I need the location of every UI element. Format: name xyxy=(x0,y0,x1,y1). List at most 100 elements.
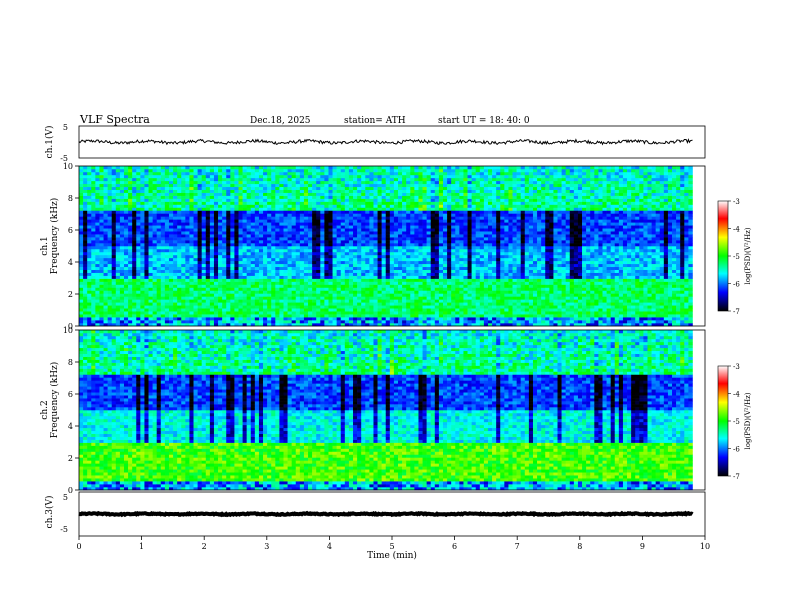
spectrogram-cell xyxy=(443,311,448,315)
spectrogram-cell xyxy=(365,171,370,176)
spectrogram-cell xyxy=(152,278,158,282)
spectrogram-cell xyxy=(250,210,256,214)
spectrogram-cell xyxy=(402,231,407,235)
spectrogram-cell xyxy=(242,186,247,190)
spectrogram-cell xyxy=(91,219,96,223)
spectrogram-cell xyxy=(111,243,117,247)
spectrogram-cell xyxy=(348,240,354,244)
spectrogram-cell xyxy=(373,275,378,279)
spectrogram-cell xyxy=(132,168,137,173)
spectrogram-cell xyxy=(238,183,243,188)
spectrogram-cell xyxy=(222,266,227,270)
spectrogram-cell xyxy=(283,248,288,253)
spectrogram-cell xyxy=(422,168,427,173)
spectrogram-cell xyxy=(99,189,104,193)
spectrogram-cell xyxy=(438,272,444,276)
spectrogram-cell xyxy=(144,201,149,205)
spectrogram-cell xyxy=(144,177,149,182)
spectrogram-cell xyxy=(402,207,407,211)
spectrogram-cell xyxy=(258,207,264,211)
spectrogram-cell xyxy=(357,275,362,279)
spectrogram-cell xyxy=(213,257,219,262)
spectrogram-cell xyxy=(218,311,223,315)
spectrogram-cell xyxy=(79,189,84,193)
spectrogram-cell xyxy=(136,284,141,288)
spectrogram-cell xyxy=(87,251,92,256)
spectrogram-cell xyxy=(287,308,292,312)
spectrogram-cell xyxy=(443,269,448,273)
spectrogram-cell xyxy=(361,192,366,196)
spectrogram-cell xyxy=(201,213,207,217)
spectrogram-cell xyxy=(213,302,219,306)
spectrogram-cell xyxy=(128,225,133,229)
spectrogram-cell xyxy=(303,219,309,223)
spectrogram-cell xyxy=(197,311,202,315)
spectrogram-cell xyxy=(312,204,317,208)
spectrogram-cell xyxy=(328,320,333,324)
spectrogram-cell xyxy=(95,311,100,315)
spectrogram-cell xyxy=(447,198,452,202)
spectrogram-cell xyxy=(87,207,92,211)
spectrogram-cell xyxy=(312,189,317,193)
spectrogram-cell xyxy=(205,210,211,214)
spectrogram-cell xyxy=(258,275,264,279)
spectrogram-cell xyxy=(283,317,288,321)
spectrogram-cell xyxy=(107,177,113,182)
spectrogram-cell xyxy=(119,281,125,285)
spectrogram-cell xyxy=(410,210,415,214)
spectrogram-cell xyxy=(156,251,162,256)
spectrogram-cell xyxy=(381,225,387,229)
spectrogram-cell xyxy=(91,251,96,256)
spectrogram-cell xyxy=(271,323,276,327)
spectrogram-cell xyxy=(238,231,243,235)
spectrogram-cell xyxy=(316,311,321,315)
spectrogram-cell xyxy=(308,263,313,268)
spectrogram-cell xyxy=(128,240,133,244)
spectrogram-cell xyxy=(230,207,235,211)
spectrogram-cell xyxy=(299,263,305,268)
spectrogram-cell xyxy=(234,263,239,268)
spectrogram-cell xyxy=(136,323,141,327)
spectrogram-cell xyxy=(238,237,243,241)
spectrogram-cell xyxy=(132,166,137,170)
spectrogram-cell xyxy=(308,302,313,306)
spectrogram-cell xyxy=(234,177,239,182)
spectrogram-cell xyxy=(406,290,411,294)
spectrogram-cell xyxy=(107,272,113,276)
spectrogram-cell xyxy=(283,204,288,208)
spectrogram-cell xyxy=(357,317,362,321)
spectrogram-cell xyxy=(234,269,239,273)
spectrogram-cell xyxy=(385,195,391,199)
spectrogram-cell xyxy=(385,225,391,229)
spectrogram-cell xyxy=(83,243,88,247)
spectrogram-cell xyxy=(332,222,337,226)
spectrogram-cell xyxy=(263,198,268,202)
spectrogram-cell xyxy=(230,272,235,276)
spectrogram-cell xyxy=(128,317,133,321)
spectrogram-cell xyxy=(295,290,301,294)
spectrogram-cell xyxy=(111,251,117,256)
spectrogram-cell xyxy=(451,317,456,321)
spectrogram-cell xyxy=(381,323,387,327)
spectrogram-cell xyxy=(385,213,391,217)
spectrogram-cell xyxy=(299,269,305,273)
spectrogram-cell xyxy=(410,216,415,220)
spectrogram-cell xyxy=(263,189,268,193)
spectrogram-cell xyxy=(213,198,219,202)
spectrogram-cell xyxy=(128,204,133,208)
spectrogram-cell xyxy=(230,219,235,223)
spectrogram-cell xyxy=(99,317,104,321)
spectrogram-cell xyxy=(152,171,158,176)
spectrogram-cell xyxy=(447,317,452,321)
spectrogram-cell xyxy=(87,186,92,190)
spectrogram-cell xyxy=(111,290,117,294)
spectrogram-cell xyxy=(410,213,415,217)
spectrogram-cell xyxy=(87,275,92,279)
spectrogram-cell xyxy=(123,290,129,294)
spectrogram-cell xyxy=(328,198,333,202)
spectrogram-cell xyxy=(299,257,305,262)
spectrogram-cell xyxy=(242,266,247,270)
spectrogram-cell xyxy=(160,174,166,179)
spectrogram-cell xyxy=(263,305,268,309)
spectrogram-cell xyxy=(254,234,260,238)
